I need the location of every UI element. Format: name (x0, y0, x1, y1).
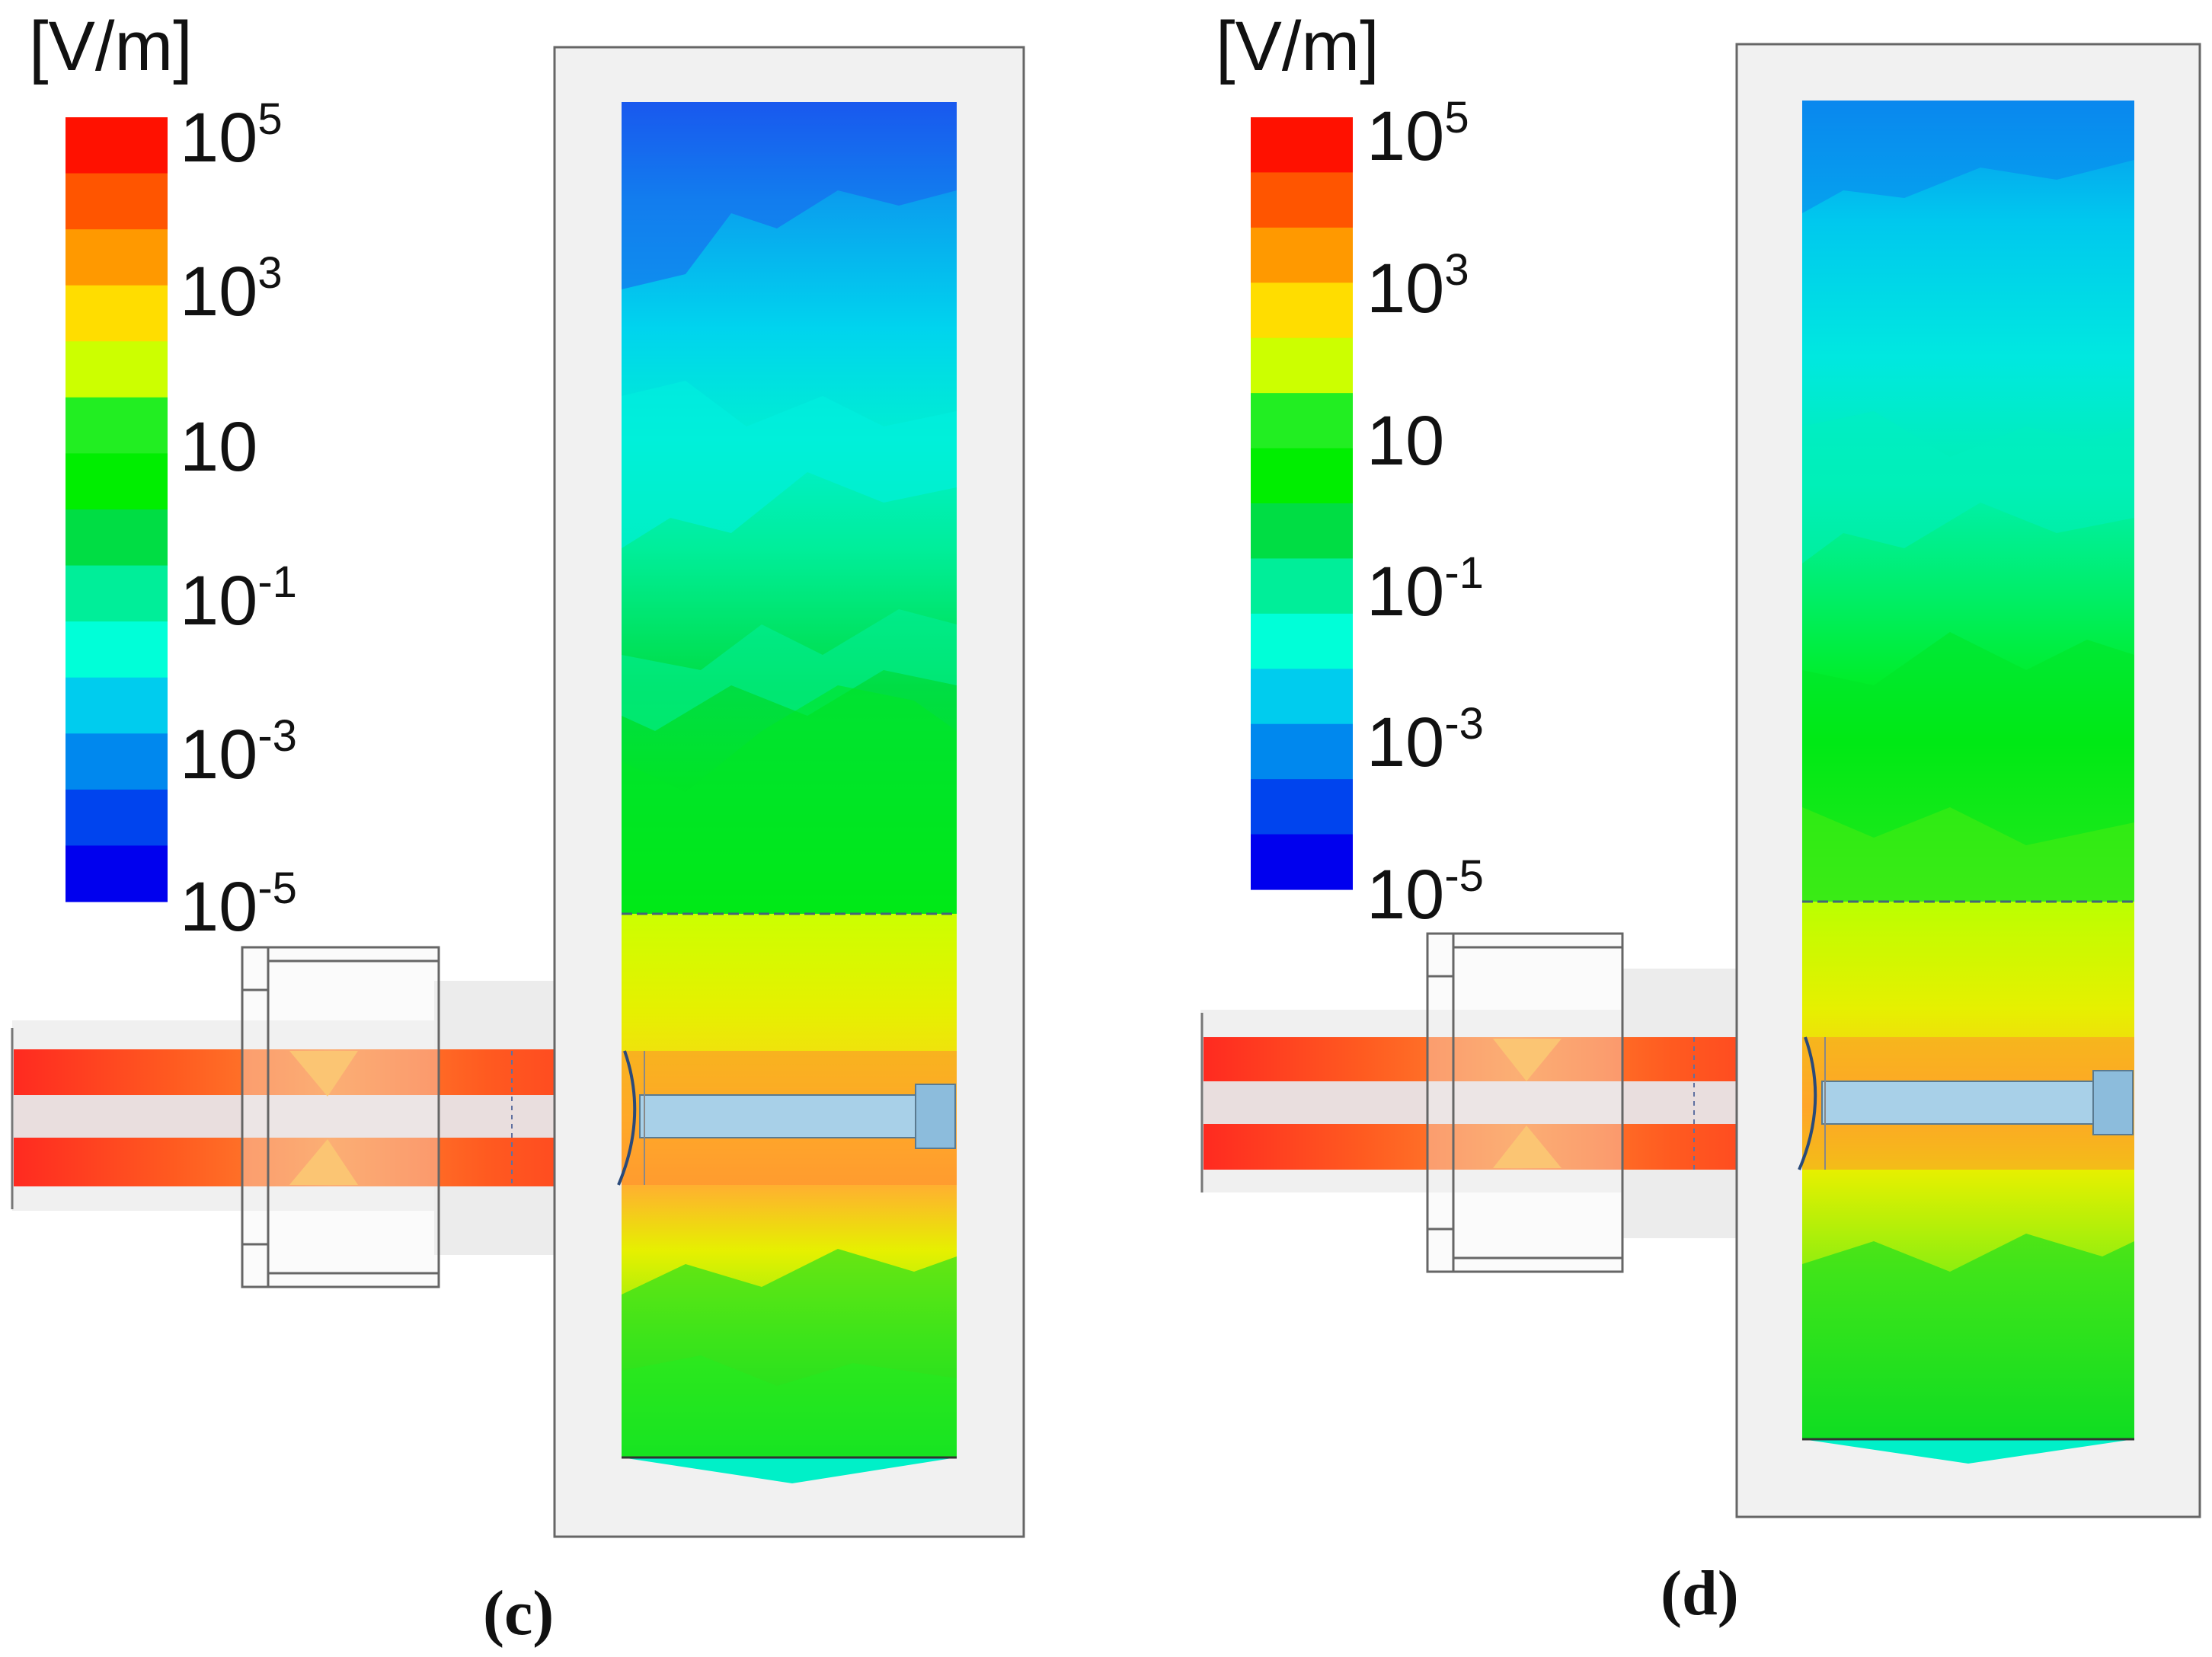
colorbar-band (66, 285, 168, 342)
legend-tick-c-4: 10-3 (180, 711, 297, 793)
colorbar-band (66, 565, 168, 622)
colorbar-band (66, 789, 168, 847)
panel-d: [V/m] 105 103 10 10-1 10-3 10-5 (1200, 8, 2201, 1629)
colorbar-c (66, 117, 168, 902)
legend-tick-c-2: 10 (180, 408, 257, 486)
flange-d (1426, 932, 1624, 1273)
colorbar-band (1251, 669, 1353, 725)
legend-tick-d-4: 10-3 (1367, 699, 1484, 781)
bore-band-c (14, 1095, 646, 1138)
bore-band-d (1203, 1081, 1830, 1124)
colorbar-band (1251, 393, 1353, 449)
colorbar-band (66, 509, 168, 567)
legend-tick-d-0: 105 (1367, 93, 1469, 175)
chamber-cone-c (622, 1457, 957, 1483)
bore-end-c (915, 1084, 956, 1149)
colorbar-band (1251, 172, 1353, 228)
panel-caption-c: (c) (483, 1578, 554, 1649)
colorbar-band (66, 229, 168, 286)
colorbar-band (1251, 558, 1353, 615)
colorbar-band (1251, 283, 1353, 339)
colorbar-band (1251, 448, 1353, 504)
colorbar-band (1251, 337, 1353, 394)
legend-tick-d-5: 10-5 (1367, 851, 1484, 934)
colorbar-band (1251, 613, 1353, 669)
colorbar-ticks-d: 105 103 10 10-1 10-3 10-5 (1367, 93, 1484, 934)
colorbar-band (66, 117, 168, 174)
colorbar-d (1251, 117, 1353, 890)
colorbar-band (66, 677, 168, 734)
legend-unit-d: [V/m] (1216, 8, 1379, 85)
colorbar-band (66, 453, 168, 510)
colorbar-band (1251, 117, 1353, 174)
colorbar-band (66, 341, 168, 398)
colorbar-band (1251, 723, 1353, 780)
colorbar-band (1251, 227, 1353, 283)
bore-end-d (2092, 1070, 2134, 1135)
legend-tick-c-3: 10-1 (180, 557, 297, 640)
legend-unit-c: [V/m] (29, 8, 193, 85)
colorbar-band (66, 733, 168, 790)
legend-tick-d-2: 10 (1367, 402, 1444, 480)
legend-tick-d-1: 103 (1367, 245, 1469, 327)
panel-c: [V/m] 105 103 10 10-1 10-3 10-5 (11, 8, 1025, 1649)
bore-d (1821, 1081, 2097, 1125)
flange-c (241, 946, 440, 1288)
colorbar-band (66, 173, 168, 230)
legend-tick-c-0: 105 (180, 94, 283, 177)
legend-tick-d-3: 10-1 (1367, 548, 1484, 631)
panel-caption-d: (d) (1661, 1558, 1739, 1629)
legend-tick-c-1: 103 (180, 248, 283, 330)
bore-c (639, 1094, 922, 1138)
colorbar-ticks-c: 105 103 10 10-1 10-3 10-5 (180, 94, 297, 946)
chamber-cone-d (1802, 1439, 2134, 1464)
legend-tick-c-5: 10-5 (180, 864, 297, 946)
colorbar-band (1251, 503, 1353, 560)
colorbar-band (66, 621, 168, 678)
colorbar-band (1251, 834, 1353, 890)
colorbar-band (66, 397, 168, 455)
colorbar-band (1251, 779, 1353, 835)
colorbar-band (66, 845, 168, 902)
